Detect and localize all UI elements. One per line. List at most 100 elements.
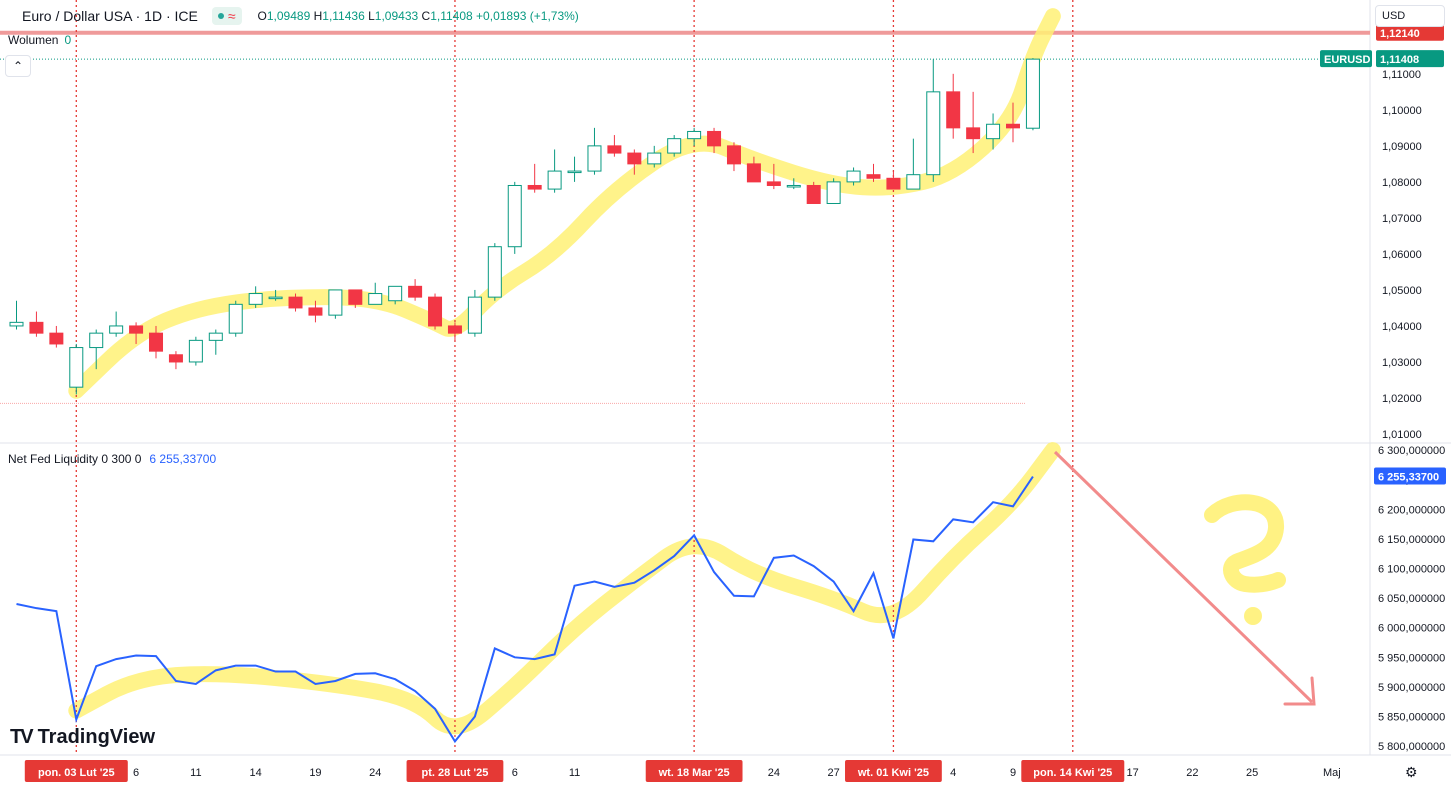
candle-body xyxy=(49,332,64,345)
time-tick-label: 17 xyxy=(1126,767,1138,779)
liquidity-tick-label: 5 850,000000 xyxy=(1378,712,1445,724)
candle xyxy=(228,300,243,337)
candle-body xyxy=(806,184,821,204)
liquidity-tick-label: 6 300,000000 xyxy=(1378,445,1445,457)
candle xyxy=(707,127,722,154)
candle xyxy=(49,325,64,348)
price-tick-label: 1,02000 xyxy=(1382,393,1422,405)
collapse-legend-button[interactable]: ⌃ xyxy=(5,55,31,77)
low-label: L xyxy=(368,9,375,23)
candle-body xyxy=(348,289,363,305)
candle xyxy=(587,127,602,175)
open-value: 1,09489 xyxy=(266,9,311,23)
symbol-title[interactable]: Euro / Dollar USA · 1D · ICE xyxy=(22,8,198,24)
candle-body xyxy=(188,339,203,363)
candle xyxy=(69,343,84,395)
date-marker-badge xyxy=(1021,760,1125,782)
open-label: O xyxy=(257,9,267,23)
time-tick-label: 22 xyxy=(1186,767,1198,779)
last-price-badge: 1,11408 xyxy=(1380,54,1419,66)
candle-body xyxy=(268,296,283,300)
candle-body xyxy=(966,127,981,140)
currency-label: USD xyxy=(1382,10,1406,22)
date-marker-badge xyxy=(845,760,942,782)
candle-body xyxy=(687,130,702,140)
liquidity-tick-label: 6 000,000000 xyxy=(1378,623,1445,635)
candle-body xyxy=(707,130,722,147)
currency-selector[interactable]: USD xyxy=(1375,5,1445,27)
candle-body xyxy=(308,307,323,316)
time-tick-label: 4 xyxy=(950,767,956,779)
candle xyxy=(906,138,921,190)
time-tick-label: 27 xyxy=(828,767,840,779)
candle-body xyxy=(228,303,243,334)
candle xyxy=(487,243,502,301)
candle-body xyxy=(647,152,662,165)
indicator-legend[interactable]: Net Fed Liquidity 0 300 0 6 255,33700 xyxy=(8,452,216,466)
candle-body xyxy=(89,332,104,349)
liquidity-tick-label: 6 100,000000 xyxy=(1378,564,1445,576)
candle xyxy=(149,325,164,359)
time-tick-label: pt. 28 Lut '25 xyxy=(422,767,489,779)
candle-body xyxy=(388,285,403,302)
candle xyxy=(368,282,383,305)
candle-body xyxy=(786,184,801,188)
candle xyxy=(547,149,562,193)
candle-body xyxy=(587,145,602,172)
symbol-header: Euro / Dollar USA · 1D · ICE ≈ O1,09489 … xyxy=(0,0,579,32)
candle-body xyxy=(487,246,502,298)
candle-body xyxy=(527,184,542,190)
time-tick-label: 6 xyxy=(512,767,518,779)
candle-body xyxy=(288,296,303,309)
resistance-price-badge: 1,12140 xyxy=(1380,28,1420,40)
candle-body xyxy=(766,181,781,186)
symbol-badge-bg xyxy=(1320,50,1372,68)
prediction-arrow-head xyxy=(1283,676,1316,706)
settings-gear-icon[interactable]: ⚙ xyxy=(1405,764,1418,780)
date-marker-badge xyxy=(24,760,128,782)
candle xyxy=(388,285,403,305)
candle xyxy=(268,289,283,301)
candle xyxy=(467,289,482,337)
volume-legend[interactable]: Wolumen 0 xyxy=(8,33,71,47)
candle-body xyxy=(986,123,1001,140)
volume-value: 0 xyxy=(64,33,72,47)
date-marker-badge xyxy=(645,760,743,782)
liquidity-tick-label: 6 050,000000 xyxy=(1378,593,1445,605)
candle xyxy=(926,59,941,182)
candle xyxy=(886,171,901,190)
candle-body xyxy=(328,289,343,316)
candle-body xyxy=(149,332,164,352)
price-tick-label: 1,09000 xyxy=(1382,141,1422,153)
price-tick-label: 1,08000 xyxy=(1382,177,1422,189)
tradingview-logo-icon: TV xyxy=(10,726,34,748)
liquidity-tick-label: 5 800,000000 xyxy=(1378,741,1445,753)
candle-body xyxy=(69,347,84,388)
candle-body xyxy=(408,285,423,298)
candle xyxy=(746,156,761,183)
price-tick-label: 1,03000 xyxy=(1382,357,1422,369)
candle xyxy=(447,322,462,341)
question-mark-dot xyxy=(1244,607,1262,625)
candle-body xyxy=(248,293,263,305)
liquidity-tick-label: 5 950,000000 xyxy=(1378,652,1445,664)
candle-body xyxy=(467,296,482,334)
candle xyxy=(428,293,443,330)
candle xyxy=(687,127,702,146)
market-status-badge[interactable]: ≈ xyxy=(211,7,242,25)
question-mark-doodle xyxy=(1204,494,1286,593)
price-tick-label: 1,05000 xyxy=(1382,285,1422,297)
candle xyxy=(826,178,841,204)
liquidity-highlight-stroke xyxy=(68,442,1061,735)
candle xyxy=(846,167,861,186)
price-tick-label: 1,01000 xyxy=(1382,429,1422,441)
candle xyxy=(607,135,622,157)
liquidity-tick-label: 6 150,000000 xyxy=(1378,534,1445,546)
date-marker-badge xyxy=(406,760,504,782)
candle xyxy=(308,300,323,323)
volume-label: Wolumen xyxy=(8,33,59,47)
candle-body xyxy=(567,170,582,174)
candle xyxy=(109,311,124,337)
candle xyxy=(786,178,801,190)
